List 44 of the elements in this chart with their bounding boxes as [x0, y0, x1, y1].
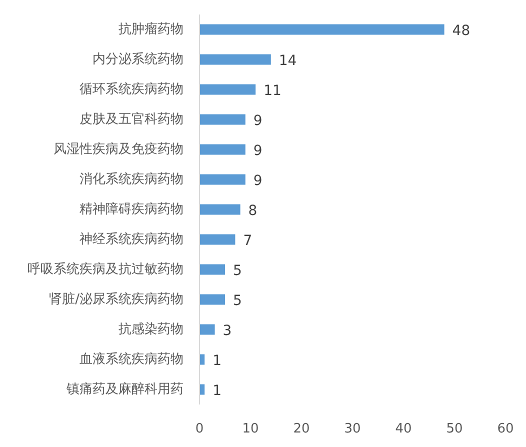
- data-label: 48: [452, 23, 470, 39]
- x-tick-label: 20: [293, 422, 310, 436]
- y-tick-label: 精神障碍疾病药物: [80, 202, 184, 217]
- y-tick-label: 抗肿瘤药物: [118, 21, 184, 37]
- data-label: 11: [264, 83, 282, 99]
- bar: [200, 264, 225, 275]
- data-label: 1: [212, 383, 222, 399]
- x-tick-label: 0: [195, 422, 204, 436]
- bar: [200, 24, 444, 35]
- data-label: 9: [253, 143, 262, 159]
- bar: [200, 324, 215, 335]
- y-tick-label: 抗感染药物: [118, 322, 184, 337]
- bar: [200, 174, 246, 185]
- x-tick-label: 10: [242, 422, 259, 436]
- y-tick-label: 神经系统疾病药物: [80, 232, 184, 247]
- bar: [200, 84, 256, 95]
- y-tick-label: 内分泌系统药物: [92, 52, 184, 67]
- bar: [200, 54, 271, 65]
- data-label: 5: [233, 263, 242, 279]
- y-tick-label: 血液系统疾病药物: [80, 352, 184, 367]
- data-label: 5: [233, 293, 242, 309]
- x-tick-label: 50: [446, 422, 463, 436]
- bar: [200, 144, 246, 155]
- data-label: 3: [222, 323, 232, 339]
- x-tick-label: 30: [344, 422, 361, 436]
- y-tick-label: 消化系统疾病药物: [80, 172, 184, 187]
- y-tick-label: 皮肤及五官科药物: [80, 111, 184, 127]
- data-label: 14: [278, 53, 297, 69]
- bar: [200, 114, 246, 125]
- y-tick-label: 肾脏/泌尿系统疾病药物: [49, 292, 184, 307]
- x-tick-label: 60: [497, 422, 514, 436]
- y-tick-label: 镇痛药及麻醉科用药: [66, 382, 184, 397]
- data-label: 7: [243, 233, 252, 249]
- x-tick-label: 40: [395, 422, 412, 436]
- bar: [200, 234, 236, 245]
- data-label: 1: [212, 353, 222, 369]
- data-label: 8: [248, 203, 258, 219]
- y-tick-label: 风湿性疾病及免疫药物: [54, 142, 184, 157]
- y-tick-label: 呼吸系统疾病及抗过敏药物: [28, 262, 184, 277]
- data-label: 9: [253, 113, 262, 129]
- bar: [200, 204, 240, 215]
- bar: [200, 294, 225, 305]
- data-label: 9: [253, 173, 262, 189]
- y-tick-label: 循环系统疾病药物: [80, 82, 184, 97]
